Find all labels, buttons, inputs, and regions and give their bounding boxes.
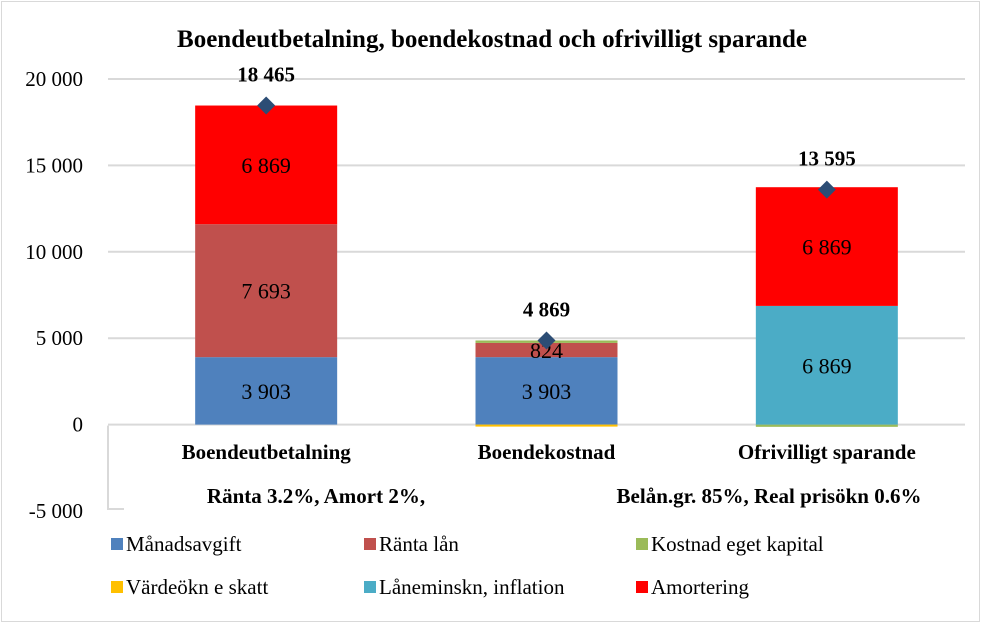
legend: Månadsavgift Ränta lån Kostnad eget kapita…: [111, 532, 824, 599]
segment-label: 3 903: [522, 379, 572, 404]
y-axis: 20 000 15 000 10 000 5 000 0 -5 000: [25, 67, 83, 523]
legend-swatch: [111, 538, 123, 550]
segment-label: 6 869: [241, 153, 291, 178]
legend-item: Kostnad eget kapital: [636, 532, 824, 556]
axis-bracket: [107, 425, 124, 510]
total-marker: [257, 96, 276, 115]
legend-swatch: [636, 581, 648, 593]
legend-item: Amortering: [636, 575, 749, 599]
legend-label: Låneminskn, inflation: [379, 575, 565, 599]
bar-segment: [195, 357, 338, 425]
y-tick-label: -5 000: [29, 499, 83, 523]
legend-swatch: [364, 538, 376, 550]
legend-label: Månadsavgift: [126, 532, 242, 556]
y-tick-label: 20 000: [25, 67, 83, 91]
bar-segment: [755, 187, 898, 306]
legend-item: Ränta lån: [364, 532, 459, 556]
category-label: Boendekostnad: [478, 440, 616, 464]
legend-label: Värdeökn e skatt: [126, 575, 268, 599]
legend-item: Värdeökn e skatt: [111, 575, 268, 599]
y-tick-label: 15 000: [25, 153, 83, 177]
segment-label: 3 903: [241, 379, 291, 404]
category-label: Ofrivilligt sparande: [738, 440, 916, 464]
legend-swatch: [111, 581, 123, 593]
bar-segment: [475, 424, 618, 427]
legend-item: Månadsavgift: [111, 532, 242, 556]
category-label: Boendeutbetalning: [182, 440, 352, 464]
bar-segment: [195, 224, 338, 358]
bar-segment: [755, 424, 898, 427]
legend-swatch: [636, 538, 648, 550]
bars: [195, 105, 898, 427]
legend-swatch: [364, 581, 376, 593]
total-label: 4 869: [523, 297, 570, 321]
legend-label: Ränta lån: [379, 532, 459, 556]
bar-segment: [755, 305, 898, 425]
annotation-left: Ränta 3.2%, Amort 2%,: [207, 484, 425, 508]
total-marker: [537, 331, 556, 350]
y-tick-label: 10 000: [25, 240, 83, 264]
segment-label: 6 869: [802, 353, 852, 378]
annotation-right: Belån.gr. 85%, Real prisökn 0.6%: [617, 484, 922, 508]
total-label: 18 465: [237, 63, 295, 87]
segment-label: 6 869: [802, 235, 852, 260]
chart-title: Boendeutbetalning, boendekostnad och ofr…: [177, 26, 807, 53]
bar-segment: [475, 342, 618, 358]
y-tick-label: 5 000: [36, 326, 83, 350]
total-markers: [257, 96, 836, 350]
legend-item: Låneminskn, inflation: [364, 575, 565, 599]
y-tick-label: 0: [73, 413, 84, 437]
x-axis: Boendeutbetalning Boendekostnad Ofrivillig…: [182, 440, 916, 464]
total-labels: 18 465 4 869 13 595: [237, 63, 855, 322]
bar-segment: [195, 105, 338, 225]
segment-label: 7 693: [241, 279, 291, 304]
legend-label: Kostnad eget kapital: [651, 532, 824, 556]
bar-segment: [475, 357, 618, 425]
total-label: 13 595: [798, 147, 856, 171]
legend-label: Amortering: [651, 575, 749, 599]
total-marker: [817, 180, 836, 199]
